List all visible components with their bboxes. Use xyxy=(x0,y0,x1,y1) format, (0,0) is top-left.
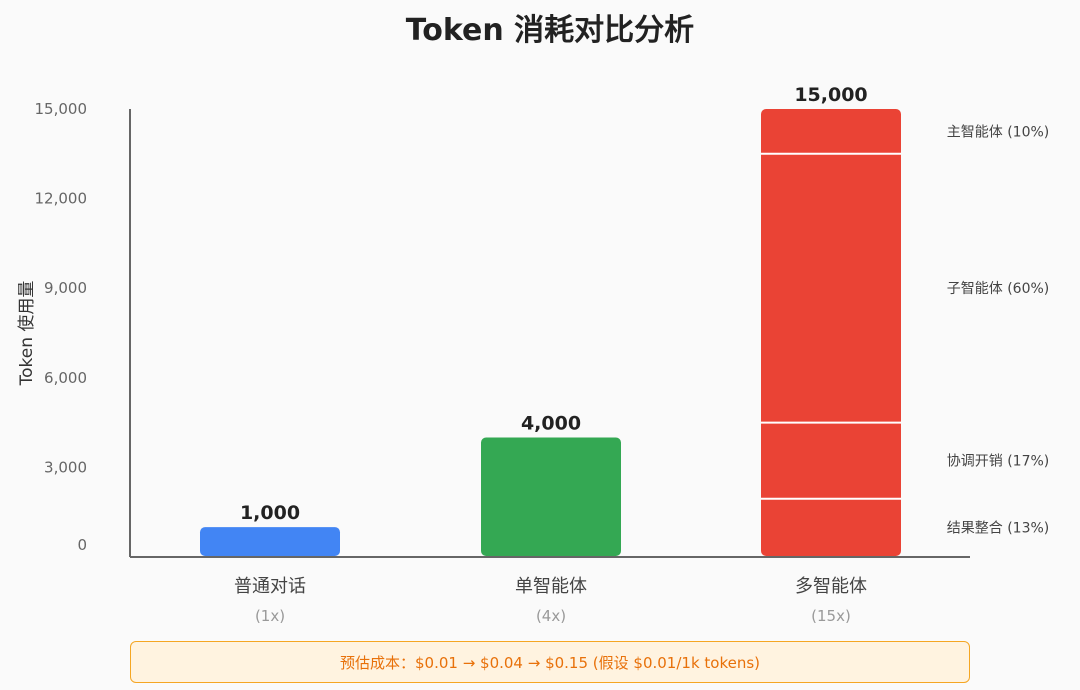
segment-label: 子智能体 (60%) xyxy=(947,281,1050,297)
bar-value-label: 1,000 xyxy=(240,502,300,524)
category-label: 单智能体 xyxy=(515,576,587,597)
segment-label: 协调开销 (17%) xyxy=(947,454,1050,470)
multiplier-label: (1x) xyxy=(255,607,285,625)
bar-2 xyxy=(481,437,621,556)
bar-1 xyxy=(200,527,340,556)
segment-label: 结果整合 (13%) xyxy=(947,520,1050,536)
y-tick-label: 12,000 xyxy=(35,190,88,208)
y-tick-label: 0 xyxy=(77,536,87,554)
bar-3 xyxy=(761,109,901,556)
token-chart: Token 消耗对比分析 Token 使用量 0 3,000 6,000 9,000 1… xyxy=(16,13,1050,625)
segment-label: 主智能体 (10%) xyxy=(947,124,1050,140)
chart-title: Token 消耗对比分析 xyxy=(406,13,694,48)
category-label: 普通对话 xyxy=(234,576,306,597)
category-label: 多智能体 xyxy=(795,576,867,597)
y-tick-label: 3,000 xyxy=(44,458,87,476)
y-tick-label: 15,000 xyxy=(35,100,88,118)
multiplier-label: (4x) xyxy=(536,607,566,625)
bar-value-label: 4,000 xyxy=(521,413,581,435)
cost-estimate-note: 预估成本：$0.01 → $0.04 → $0.15 (假设 $0.01/1k … xyxy=(130,641,970,683)
y-tick-label: 6,000 xyxy=(44,369,87,387)
bar-value-label: 15,000 xyxy=(794,84,867,106)
y-tick-label: 9,000 xyxy=(44,279,87,297)
y-axis-label: Token 使用量 xyxy=(16,281,37,387)
multiplier-label: (15x) xyxy=(811,607,851,625)
